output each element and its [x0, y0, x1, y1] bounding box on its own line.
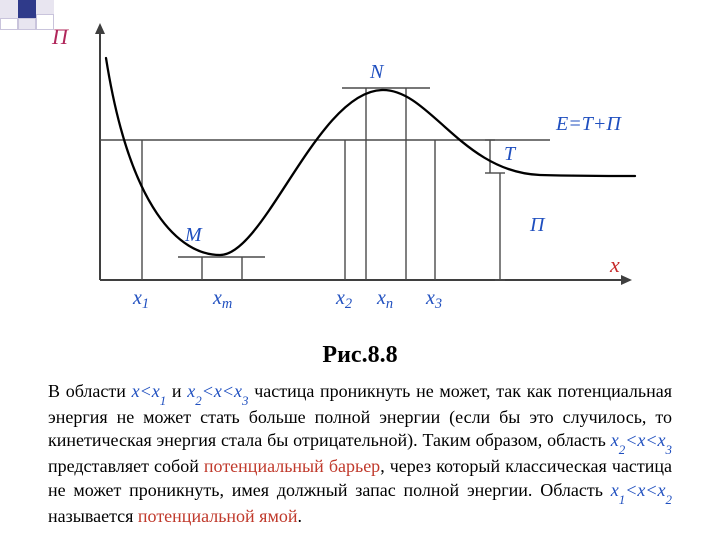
potential-energy-chart: П x E=T+П N M T П x1 xm x2 xn x3: [70, 20, 640, 310]
description-paragraph: В области x<x1 и x2<x<x3 частица проникн…: [48, 380, 672, 528]
tick-x1: x1: [133, 288, 149, 308]
x-axis-label: x: [610, 254, 620, 276]
point-M-label: M: [185, 225, 202, 245]
tick-xm: xm: [213, 288, 232, 308]
tick-xn: xn: [377, 288, 393, 308]
segment-T-label: T: [504, 144, 515, 164]
energy-label: E=T+П: [556, 114, 621, 134]
y-axis-label: П: [52, 26, 68, 48]
segment-Pi-label: П: [530, 215, 544, 235]
point-N-label: N: [370, 62, 383, 82]
chart-svg: [70, 20, 640, 310]
tick-x2: x2: [336, 288, 352, 308]
tick-x3: x3: [426, 288, 442, 308]
figure-caption: Рис.8.8: [0, 342, 720, 369]
